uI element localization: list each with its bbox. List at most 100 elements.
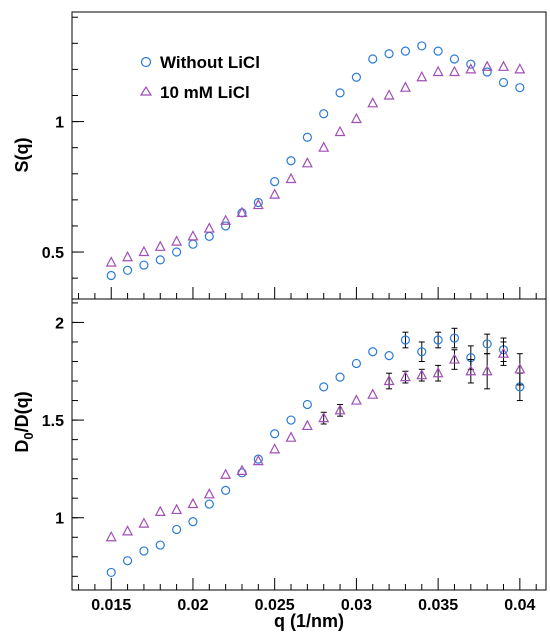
top-point-without-licl bbox=[302, 132, 312, 142]
bottom-panel-frame bbox=[71, 298, 547, 591]
top-point-10-mm-licl bbox=[498, 60, 509, 71]
top-y-tick-label: 0.5 bbox=[42, 245, 64, 262]
top-point-without-licl bbox=[172, 247, 182, 257]
bottom-point-without-licl bbox=[172, 524, 182, 535]
top-point-without-licl bbox=[384, 49, 394, 59]
top-point-10-mm-licl bbox=[138, 245, 150, 257]
bottom-point-without-licl bbox=[188, 517, 198, 527]
x-tick-label: 0.025 bbox=[255, 597, 295, 614]
bottom-point-10-mm-licl bbox=[465, 364, 477, 376]
bottom-point-10-mm-licl bbox=[514, 363, 526, 374]
bottom-point-10-mm-licl bbox=[203, 488, 215, 499]
top-marks bbox=[105, 41, 526, 281]
top-point-10-mm-licl bbox=[465, 63, 477, 74]
bottom-ticks: 1 1.5 2 0.015 0.02 0.025 0.03 0.035 0.04 bbox=[42, 302, 537, 614]
bottom-point-10-mm-licl bbox=[105, 530, 117, 542]
x-tick-label: 0.02 bbox=[177, 597, 208, 614]
top-point-without-licl bbox=[368, 54, 378, 64]
top-point-10-mm-licl bbox=[448, 65, 460, 77]
bottom-point-without-licl bbox=[106, 567, 116, 578]
bottom-point-10-mm-licl bbox=[448, 353, 460, 364]
top-point-10-mm-licl bbox=[236, 206, 248, 217]
top-ticks: 0.51 bbox=[42, 16, 537, 299]
bottom-point-10-mm-licl bbox=[399, 370, 411, 382]
bottom-y-axis-title: D0/D(q) bbox=[12, 391, 36, 452]
top-point-10-mm-licl bbox=[367, 97, 379, 108]
top-y-tick-label: 1 bbox=[55, 115, 64, 132]
bottom-point-10-mm-licl bbox=[432, 366, 444, 378]
top-point-10-mm-licl bbox=[399, 81, 411, 92]
bottom-point-10-mm-licl bbox=[383, 374, 395, 386]
top-point-10-mm-licl bbox=[416, 70, 428, 82]
bottom-point-without-licl bbox=[139, 546, 149, 556]
bottom-y-axis-title-rest: /D(q) bbox=[12, 391, 32, 432]
x-axis-title: q (1/nm) bbox=[274, 611, 344, 631]
bottom-point-without-licl bbox=[368, 347, 378, 357]
bottom-point-without-licl bbox=[433, 335, 443, 345]
bottom-point-without-licl bbox=[286, 415, 296, 425]
top-point-without-licl bbox=[188, 239, 198, 249]
top-point-10-mm-licl bbox=[481, 60, 493, 71]
bottom-point-10-mm-licl bbox=[481, 364, 493, 376]
top-point-without-licl bbox=[253, 197, 263, 208]
top-point-10-mm-licl bbox=[220, 214, 232, 225]
legend-marker-without-licl bbox=[140, 56, 152, 68]
top-point-10-mm-licl bbox=[203, 222, 215, 233]
bottom-point-without-licl bbox=[482, 339, 492, 349]
top-point-10-mm-licl bbox=[350, 112, 362, 124]
bottom-point-10-mm-licl bbox=[220, 468, 232, 479]
bottom-point-10-mm-licl bbox=[154, 505, 166, 516]
bottom-point-10-mm-licl bbox=[498, 347, 509, 358]
bottom-point-10-mm-licl bbox=[236, 464, 248, 475]
bottom-y-tick-label: 2 bbox=[55, 315, 64, 332]
top-point-without-licl bbox=[270, 176, 280, 187]
bottom-point-10-mm-licl bbox=[318, 411, 330, 423]
top-point-10-mm-licl bbox=[383, 89, 395, 100]
bottom-point-10-mm-licl bbox=[269, 443, 281, 454]
bottom-point-without-licl bbox=[204, 499, 214, 509]
bottom-point-10-mm-licl bbox=[350, 394, 362, 405]
top-point-without-licl bbox=[319, 109, 329, 119]
bottom-point-without-licl bbox=[449, 333, 460, 343]
bottom-point-without-licl bbox=[400, 335, 411, 345]
top-panel: 0.51 S(q) bbox=[12, 11, 547, 300]
top-point-10-mm-licl bbox=[285, 172, 297, 184]
bottom-point-10-mm-licl bbox=[138, 517, 150, 528]
bottom-panel: 1 1.5 2 0.015 0.02 0.025 0.03 0.035 0.04 D0/D(q)… bbox=[12, 298, 547, 631]
bottom-point-without-licl bbox=[319, 382, 329, 392]
top-point-10-mm-licl bbox=[514, 63, 526, 74]
bottom-point-without-licl bbox=[384, 351, 394, 361]
top-point-without-licl bbox=[351, 72, 361, 82]
top-point-without-licl bbox=[204, 231, 214, 241]
top-point-without-licl bbox=[498, 77, 509, 88]
top-point-10-mm-licl bbox=[432, 65, 444, 77]
bottom-point-10-mm-licl bbox=[416, 368, 428, 380]
bottom-point-10-mm-licl bbox=[334, 404, 346, 415]
top-point-10-mm-licl bbox=[154, 240, 166, 251]
bottom-point-without-licl bbox=[351, 358, 361, 369]
top-point-10-mm-licl bbox=[318, 141, 330, 152]
top-point-without-licl bbox=[286, 156, 296, 166]
top-point-without-licl bbox=[466, 59, 476, 69]
top-point-10-mm-licl bbox=[334, 125, 346, 137]
top-point-without-licl bbox=[221, 221, 231, 231]
bottom-marks bbox=[105, 327, 526, 578]
top-point-10-mm-licl bbox=[187, 230, 199, 241]
bottom-point-without-licl bbox=[155, 540, 165, 550]
x-tick-label: 0.035 bbox=[418, 597, 458, 614]
bottom-point-10-mm-licl bbox=[285, 431, 297, 442]
bottom-point-without-licl bbox=[302, 399, 312, 410]
top-point-10-mm-licl bbox=[171, 235, 183, 246]
bottom-y-tick-label: 1.5 bbox=[42, 413, 64, 430]
top-point-without-licl bbox=[155, 255, 165, 265]
legend-label-10mm-licl: 10 mM LiCl bbox=[160, 83, 250, 102]
legend-label-without-licl: Without LiCl bbox=[160, 53, 260, 72]
x-tick-label: 0.015 bbox=[91, 597, 131, 614]
top-point-10-mm-licl bbox=[122, 250, 134, 262]
top-point-without-licl bbox=[433, 46, 443, 56]
top-point-10-mm-licl bbox=[269, 188, 281, 199]
bottom-point-10-mm-licl bbox=[301, 419, 313, 431]
bottom-point-without-licl bbox=[270, 429, 280, 439]
top-point-10-mm-licl bbox=[301, 157, 313, 168]
